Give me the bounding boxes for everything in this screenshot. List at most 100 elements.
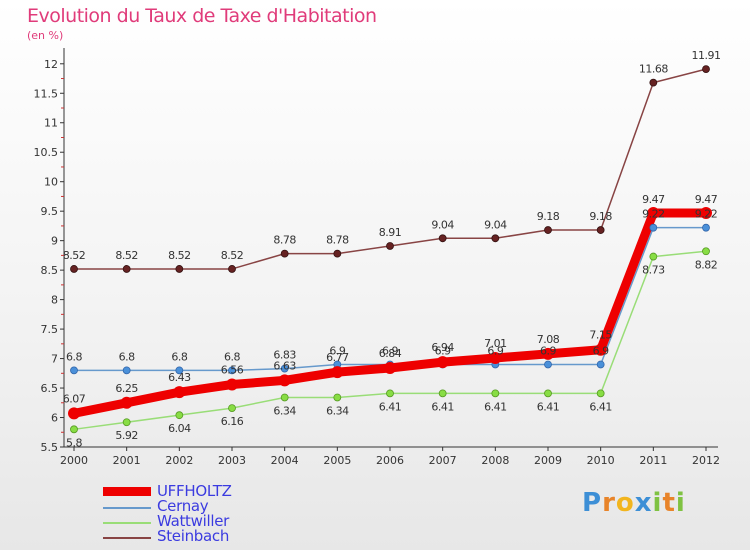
- x-tick-label: 2002: [165, 454, 193, 467]
- logo-letter: r: [602, 488, 616, 518]
- data-label-cernay: 9.22: [695, 208, 718, 221]
- data-point-uffholtz: [278, 374, 291, 387]
- legend-swatch-wattwiller: [103, 522, 151, 524]
- data-label-steinbach: 8.91: [379, 226, 402, 239]
- data-label-cernay: 6.83: [273, 349, 296, 362]
- series-line-steinbach: [73, 68, 707, 270]
- logo-letter: i: [675, 488, 686, 518]
- data-label-steinbach: 8.52: [168, 249, 191, 262]
- data-label-wattwiller: 5.92: [115, 429, 138, 442]
- data-point-cernay: [280, 364, 289, 373]
- data-label-uffholtz: 6.84: [379, 347, 402, 360]
- y-tick-label: 11: [44, 117, 58, 130]
- data-point-uffholtz: [120, 396, 133, 409]
- x-tick-label: 2001: [113, 454, 141, 467]
- data-point-wattwiller: [175, 411, 184, 420]
- data-label-steinbach: 9.18: [589, 210, 612, 223]
- data-label-cernay: 6.8: [66, 350, 82, 363]
- data-label-wattwiller: 6.41: [431, 400, 454, 413]
- data-label-steinbach: 11.68: [639, 63, 668, 76]
- data-point-cernay: [596, 360, 605, 369]
- data-point-wattwiller: [438, 389, 447, 398]
- data-point-cernay: [122, 366, 131, 375]
- data-point-wattwiller: [228, 404, 236, 412]
- data-point-steinbach: [438, 234, 447, 243]
- data-label-wattwiller: 6.41: [589, 400, 612, 413]
- x-tick-label: 2011: [639, 454, 667, 467]
- data-point-cernay: [649, 223, 658, 232]
- data-label-uffholtz: 6.25: [115, 382, 138, 395]
- data-label-uffholtz: 7.01: [484, 337, 507, 350]
- y-tick-label: 12: [44, 58, 58, 71]
- data-label-steinbach: 8.78: [273, 234, 296, 247]
- data-label-steinbach: 8.52: [115, 249, 138, 262]
- data-point-steinbach: [386, 242, 394, 250]
- data-labels: 8.52 8.52 8.52 8.52 8.78 8.78 8.91 9.04 9.04 9.18…: [63, 49, 721, 449]
- data-point-uffholtz: [173, 386, 186, 399]
- data-label-uffholtz: 9.47: [642, 193, 665, 206]
- data-point-steinbach: [175, 265, 184, 273]
- axes: 5.5 6 6.5 7 7.5 8 8.5 9 9.5 10 10.5 11 11.5 12 2000 200…: [34, 48, 720, 467]
- data-point-steinbach: [122, 265, 131, 273]
- data-point-cernay: [702, 223, 710, 232]
- data-label-uffholtz: 9.47: [695, 193, 718, 206]
- x-tick-label: 2012: [692, 454, 720, 467]
- data-point-uffholtz: [384, 362, 396, 374]
- data-point-steinbach: [280, 249, 289, 258]
- data-point-cernay: [544, 360, 552, 369]
- y-tick-label: 8.5: [41, 264, 59, 277]
- x-tick-label: 2004: [271, 454, 299, 467]
- data-point-uffholtz: [436, 356, 449, 369]
- data-label-steinbach: 9.04: [484, 218, 507, 231]
- data-label-steinbach: 9.04: [431, 218, 454, 231]
- legend-swatch-steinbach: [103, 537, 151, 539]
- data-point-steinbach: [702, 65, 710, 73]
- series-points: [68, 65, 712, 434]
- data-label-cernay: 6.8: [171, 350, 187, 363]
- logo-letter: i: [652, 488, 663, 518]
- data-point-wattwiller: [122, 418, 131, 427]
- data-point-steinbach: [544, 226, 552, 234]
- y-tick-label: 6.5: [41, 382, 59, 395]
- data-label-cernay: 6.9: [435, 344, 451, 357]
- data-label-steinbach: 11.91: [692, 49, 721, 62]
- x-tick-label: 2006: [376, 454, 404, 467]
- data-point-uffholtz: [331, 366, 344, 379]
- y-tick-label: 7.5: [41, 323, 59, 336]
- y-tick-label: 10: [44, 176, 58, 189]
- legend-label-cernay: Cernay: [157, 497, 209, 515]
- data-point-uffholtz: [68, 407, 80, 420]
- data-point-uffholtz: [594, 343, 607, 356]
- chart-title: Evolution du Taux de Taxe d'Habitation: [27, 5, 377, 27]
- data-point-steinbach: [228, 265, 236, 273]
- data-label-wattwiller: 6.41: [537, 400, 560, 413]
- x-tick-label: 2007: [429, 454, 457, 467]
- data-label-uffholtz: 6.63: [273, 359, 296, 372]
- data-label-wattwiller: 6.41: [484, 400, 507, 413]
- y-tick-label: 6: [51, 412, 58, 425]
- data-label-wattwiller: 6.04: [168, 422, 191, 435]
- data-point-wattwiller: [491, 389, 500, 398]
- logo-letter: t: [662, 488, 676, 518]
- y-tick-label: 8: [51, 294, 58, 307]
- data-label-steinbach: 8.52: [221, 249, 244, 262]
- data-point-uffholtz: [700, 206, 712, 219]
- data-label-wattwiller: 8.73: [642, 264, 665, 277]
- data-point-steinbach: [596, 226, 605, 234]
- data-point-wattwiller: [649, 252, 658, 261]
- data-label-cernay: 6.9: [593, 344, 609, 357]
- x-tick-label: 2008: [481, 454, 509, 467]
- legend-swatch-cernay: [103, 507, 151, 509]
- data-label-wattwiller: 6.34: [273, 404, 296, 417]
- data-point-steinbach: [649, 78, 658, 87]
- data-point-wattwiller: [596, 389, 605, 398]
- y-tick-label: 11.5: [34, 87, 59, 100]
- chart-unit: (en %): [27, 29, 64, 42]
- data-point-cernay: [70, 366, 78, 375]
- logo-letter: P: [582, 488, 603, 518]
- x-tick-label: 2005: [323, 454, 351, 467]
- data-label-uffholtz: 7.15: [589, 329, 612, 342]
- y-tick-label: 9.5: [41, 205, 59, 218]
- data-label-uffholtz: 7.08: [537, 333, 560, 346]
